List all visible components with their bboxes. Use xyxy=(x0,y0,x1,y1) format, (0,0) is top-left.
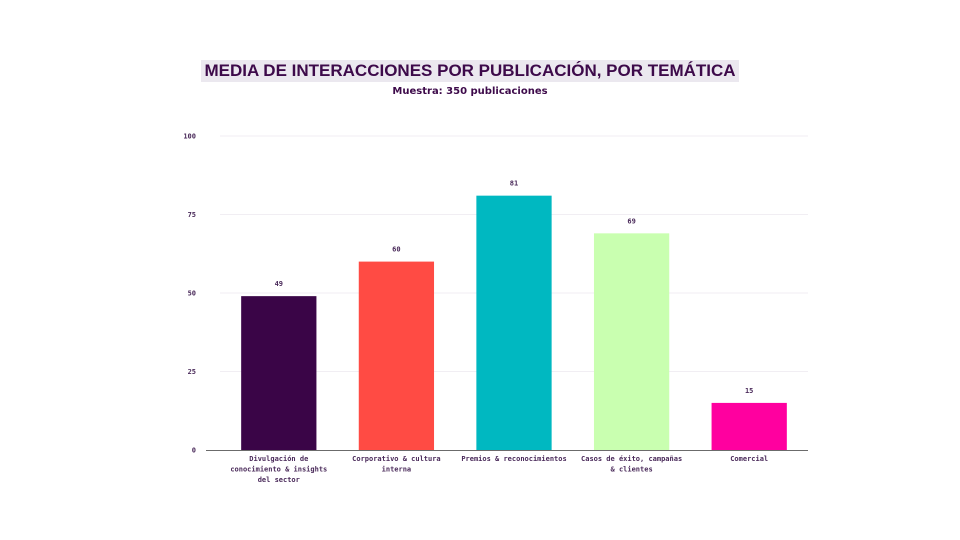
x-tick-label: Divulgación de conocimiento & insights del… xyxy=(230,455,327,484)
y-tick-label: 0 xyxy=(192,447,196,455)
y-tick-label: 75 xyxy=(188,211,196,219)
x-tick-label-line: Comercial xyxy=(730,455,768,463)
data-label: 15 xyxy=(745,387,753,395)
data-label: 69 xyxy=(627,217,635,225)
x-tick-label-line: del sector xyxy=(258,476,300,484)
chart-title-wrap: MEDIA DE INTERACCIONES POR PUBLICACIÓN, … xyxy=(0,60,940,82)
x-tick-label: Premios & reconocimientos xyxy=(461,455,566,463)
x-tick-label: Corporativo & cultura interna xyxy=(352,455,441,474)
x-tick-label-line: conocimiento & insights xyxy=(230,466,327,474)
x-tick-label-line: Casos de éxito, campañas xyxy=(581,455,682,463)
y-tick-label: 25 xyxy=(188,368,196,376)
x-tick-label-line: Corporativo & cultura xyxy=(352,455,441,463)
y-tick-label: 100 xyxy=(183,133,196,141)
chart-subtitle: Muestra: 350 publicaciones xyxy=(392,86,548,97)
chart-title: MEDIA DE INTERACCIONES POR PUBLICACIÓN, … xyxy=(201,60,739,82)
x-tick-label: Comercial xyxy=(730,455,768,463)
y-tick-label: 50 xyxy=(188,290,196,298)
data-label: 60 xyxy=(392,246,400,254)
bar xyxy=(593,233,670,450)
x-tick-label-line: & clientes xyxy=(611,466,653,474)
bar xyxy=(711,402,787,450)
bar xyxy=(241,296,317,450)
x-tick-label-line: Divulgación de xyxy=(249,455,308,463)
bar xyxy=(476,195,552,450)
x-tick-label: Casos de éxito, campañas & clientes xyxy=(581,455,682,474)
bar xyxy=(358,261,435,450)
x-tick-label-line: Premios & reconocimientos xyxy=(461,455,566,463)
data-label: 81 xyxy=(510,180,518,188)
data-label: 49 xyxy=(275,280,283,288)
x-tick-label-line: interna xyxy=(382,466,412,474)
